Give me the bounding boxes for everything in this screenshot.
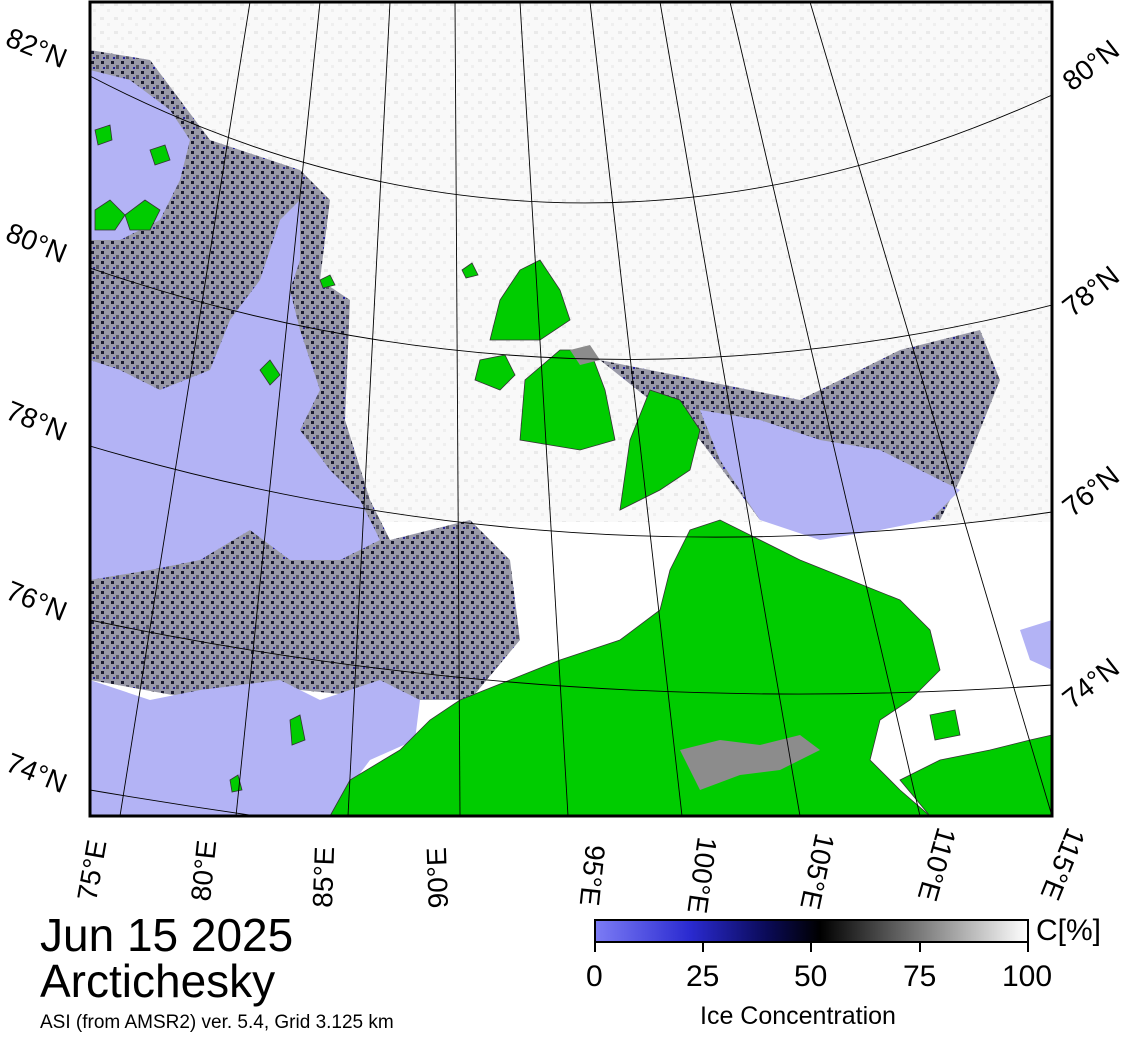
lon-label: 90°E	[421, 847, 454, 909]
lat-label-left: 78°N	[2, 395, 72, 447]
lon-label: 105°E	[794, 831, 840, 912]
pioneer-island	[474, 354, 516, 391]
lon-label: 75°E	[71, 838, 112, 903]
right-latitude-labels: 80°N 78°N 76°N 74°N	[1057, 34, 1125, 715]
october-revolution-island	[519, 349, 616, 451]
lon-label: 110°E	[912, 824, 962, 904]
lon-label: 100°E	[681, 835, 722, 915]
komsomolets-island	[489, 259, 571, 341]
land-ice-patches	[570, 345, 820, 790]
bolshevik-island	[619, 389, 701, 511]
franz-josef-islands	[94, 124, 171, 231]
colorbar-tick-label: 100	[1002, 960, 1053, 993]
lat-label-left: 76°N	[2, 575, 72, 627]
kara-sea-south-water	[90, 680, 420, 816]
colorbar-gradient	[594, 919, 1029, 943]
lon-label: 85°E	[307, 846, 340, 908]
colorbar-title: Ice Concentration	[700, 1002, 896, 1030]
map-region: Arctichesky	[40, 955, 276, 1007]
colorbar-tick-marks	[594, 942, 1029, 952]
east-water-pocket	[1020, 620, 1052, 670]
longitude-labels: 75°E 80°E 85°E 90°E 95°E 100°E 105°E 110…	[71, 824, 1091, 916]
lat-label-left: 80°N	[2, 217, 72, 269]
lat-label-right: 78°N	[1057, 260, 1125, 323]
lon-label: 95°E	[574, 843, 611, 907]
map-date: Jun 15 2025	[40, 909, 294, 961]
map-border	[88, 0, 1054, 818]
lon-label: 80°E	[185, 839, 222, 903]
colorbar-tick-label: 50	[794, 960, 828, 993]
lon-label: 115°E	[1035, 824, 1092, 905]
small-islands	[229, 262, 961, 793]
laptev-sea-open-water	[700, 410, 960, 540]
lena-delta-land	[899, 734, 1052, 816]
colorbar-tick-label: 75	[903, 960, 937, 993]
lat-label-right: 76°N	[1057, 460, 1125, 523]
colorbar-unit: C[%]	[1036, 914, 1102, 947]
lat-label-right: 74°N	[1057, 652, 1125, 715]
lat-label-left: 82°N	[2, 22, 72, 74]
data-source: ASI (from AMSR2) ver. 5.4, Grid 3.125 km	[40, 1012, 394, 1033]
longitude-graticule	[119, 2, 1052, 816]
kara-sea-open-water	[90, 200, 380, 580]
colorbar-tick-label: 0	[586, 960, 603, 993]
colorbar-tick-label: 25	[686, 960, 720, 993]
north-water-pocket	[90, 70, 190, 240]
lat-label-left: 74°N	[2, 747, 72, 799]
lat-label-right: 80°N	[1057, 34, 1125, 97]
left-latitude-labels: 82°N 80°N 78°N 76°N 74°N	[2, 22, 72, 799]
